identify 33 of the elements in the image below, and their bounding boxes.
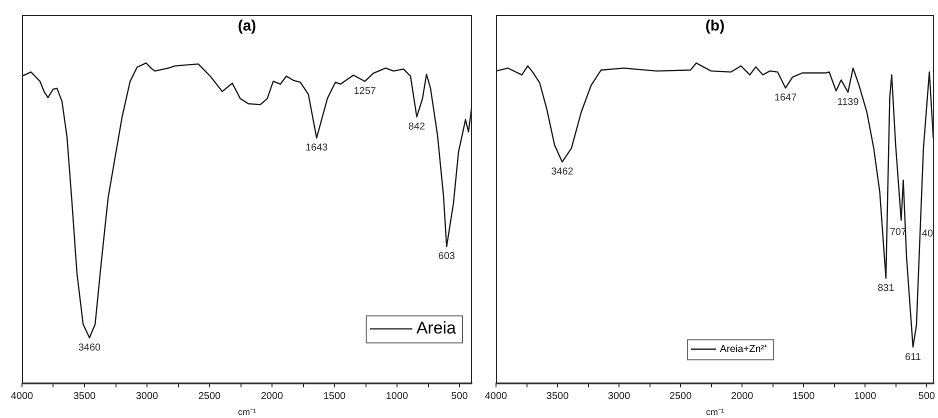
x-axis-title: cm⁻¹ [706,407,724,418]
x-tick-label: 1000 [386,390,409,402]
chart-title: (b) [705,18,725,35]
annotation: 842 [408,122,426,133]
annotation: 1643 [306,142,328,154]
annotation: 40 [922,228,934,240]
annotation: 1139 [837,96,860,108]
annotation: 611 [905,352,922,363]
annotation: 1647 [774,92,798,104]
x-tick-label: 4000 [484,390,508,402]
x-tick-label: 500 [918,390,936,402]
annotation: 603 [438,251,456,262]
x-tick-label: 3000 [136,390,159,402]
annotation: 3460 [78,342,102,354]
legend-label: Areia+Zn²⁺ [720,344,768,355]
annotation: 3462 [551,166,574,178]
x-tick-label: 4000 [10,390,34,402]
x-axis-title: cm⁻¹ [238,407,256,418]
x-tick-label: 2500 [198,390,222,402]
x-tick-label: 1500 [323,390,346,402]
x-tick-label: 2500 [669,390,692,402]
x-tick-label: 2000 [260,390,284,402]
legend-label: Areia [416,318,457,338]
x-tick-label: 1000 [854,390,877,402]
x-tick-label: 3000 [608,390,631,402]
x-tick-label: 500 [451,390,468,402]
x-tick-label: 2000 [730,390,754,402]
annotation: 1257 [354,86,376,98]
x-tick-label: 3500 [73,390,96,402]
chart-title: (a) [238,18,256,35]
x-tick-label: 1500 [792,390,816,402]
x-tick-label: 3500 [546,390,570,402]
annotation: 831 [878,282,895,294]
